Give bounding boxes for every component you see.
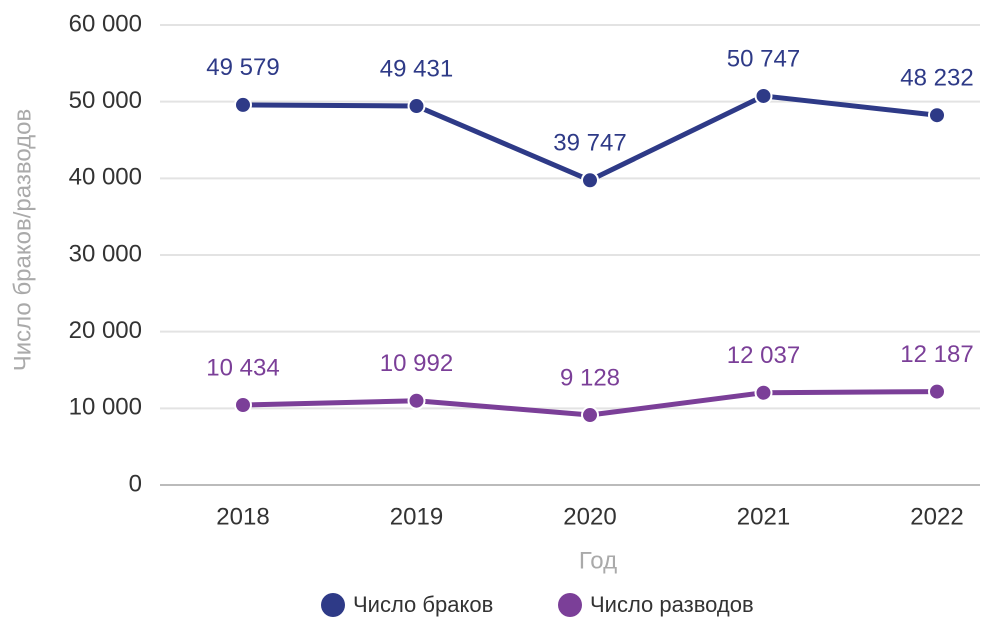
point <box>754 383 773 402</box>
point <box>407 97 426 116</box>
x-tick-label: 2022 <box>910 503 963 530</box>
legend-label: Число разводов <box>590 592 754 617</box>
y-tick-label: 50 000 <box>69 87 142 114</box>
legend-marker <box>321 593 345 617</box>
point <box>407 391 426 410</box>
y-tick-label: 30 000 <box>69 240 142 267</box>
data-label: 10 434 <box>206 354 279 381</box>
point <box>928 382 946 401</box>
x-tick-label: 2019 <box>390 503 443 530</box>
data-label: 48 232 <box>900 65 973 92</box>
legend-marker <box>558 593 582 617</box>
y-tick-label: 20 000 <box>69 317 142 344</box>
data-label: 49 431 <box>380 55 453 82</box>
data-label: 39 747 <box>553 130 626 157</box>
y-tick-label: 10 000 <box>69 394 142 421</box>
y-tick-label: 40 000 <box>69 164 142 191</box>
legend-label: Число браков <box>353 592 493 617</box>
point <box>234 396 252 415</box>
data-label: 9 128 <box>560 364 620 391</box>
x-axis-title: Год <box>579 547 617 574</box>
x-tick-label: 2020 <box>563 503 616 530</box>
point <box>581 406 599 425</box>
x-tick-label: 2021 <box>737 503 790 530</box>
data-label: 50 747 <box>727 45 800 72</box>
data-label: 49 579 <box>206 54 279 81</box>
x-tick-label: 2018 <box>216 503 269 530</box>
point <box>581 171 599 190</box>
y-tick-label: 60 000 <box>69 10 142 37</box>
point <box>754 86 773 105</box>
point <box>928 106 946 125</box>
point <box>234 95 252 114</box>
y-axis-title: Число браков/разводов <box>9 109 36 372</box>
data-label: 12 037 <box>727 342 800 369</box>
data-label: 10 992 <box>380 350 453 377</box>
y-tick-label: 0 <box>129 470 142 497</box>
data-label: 12 187 <box>900 341 973 368</box>
